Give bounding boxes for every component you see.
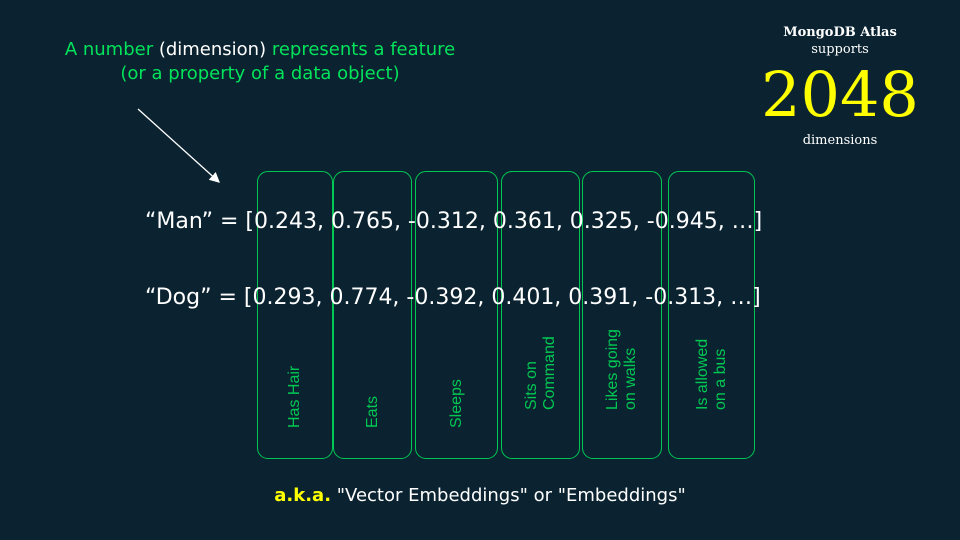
dimension-annotation: A number (dimension) represents a featur… <box>50 38 470 86</box>
feature-column-allowed-on-bus: Is allowed on a bus <box>668 171 755 459</box>
feature-label: Eats <box>363 395 381 428</box>
feature-column-eats: Eats <box>333 171 412 459</box>
feature-column-likes-walks: Likes going on walks <box>582 171 662 459</box>
feature-column-has-hair: Has Hair <box>257 171 333 459</box>
dog-vector: “Dog” = [0.293, 0.774, -0.392, 0.401, 0.… <box>145 285 761 310</box>
footer-caption: a.k.a. "Vector Embeddings" or "Embedding… <box>0 485 960 506</box>
annotation-part-4: (or a property of a data object) <box>120 63 400 84</box>
feature-label: Has Hair <box>286 365 303 428</box>
atlas-name: MongoDB Atlas <box>783 25 897 40</box>
atlas-dimension-count: 2048 <box>761 58 919 131</box>
feature-label: Sleeps <box>447 379 465 428</box>
annotation-part-2: (dimension) <box>158 39 267 60</box>
feature-label: Sits on Command <box>522 336 558 410</box>
atlas-supports: supports <box>811 42 869 57</box>
feature-column-sits-on-command: Sits on Command <box>501 171 580 459</box>
atlas-dimension-unit: dimensions <box>802 133 878 148</box>
feature-label: Likes going on walks <box>604 329 639 410</box>
feature-label: Is allowed on a bus <box>693 338 729 410</box>
footer-rest: "Vector Embeddings" or "Embeddings" <box>331 485 686 506</box>
man-vector: “Man” = [0.243, 0.765, -0.312, 0.361, 0.… <box>145 209 763 234</box>
footer-aka: a.k.a. <box>274 485 332 506</box>
atlas-callout: MongoDB Atlas supports 2048 dimensions <box>740 25 940 148</box>
annotation-part-1: A number <box>64 39 159 60</box>
feature-column-sleeps: Sleeps <box>415 171 498 459</box>
annotation-part-3: represents a feature <box>266 39 456 60</box>
